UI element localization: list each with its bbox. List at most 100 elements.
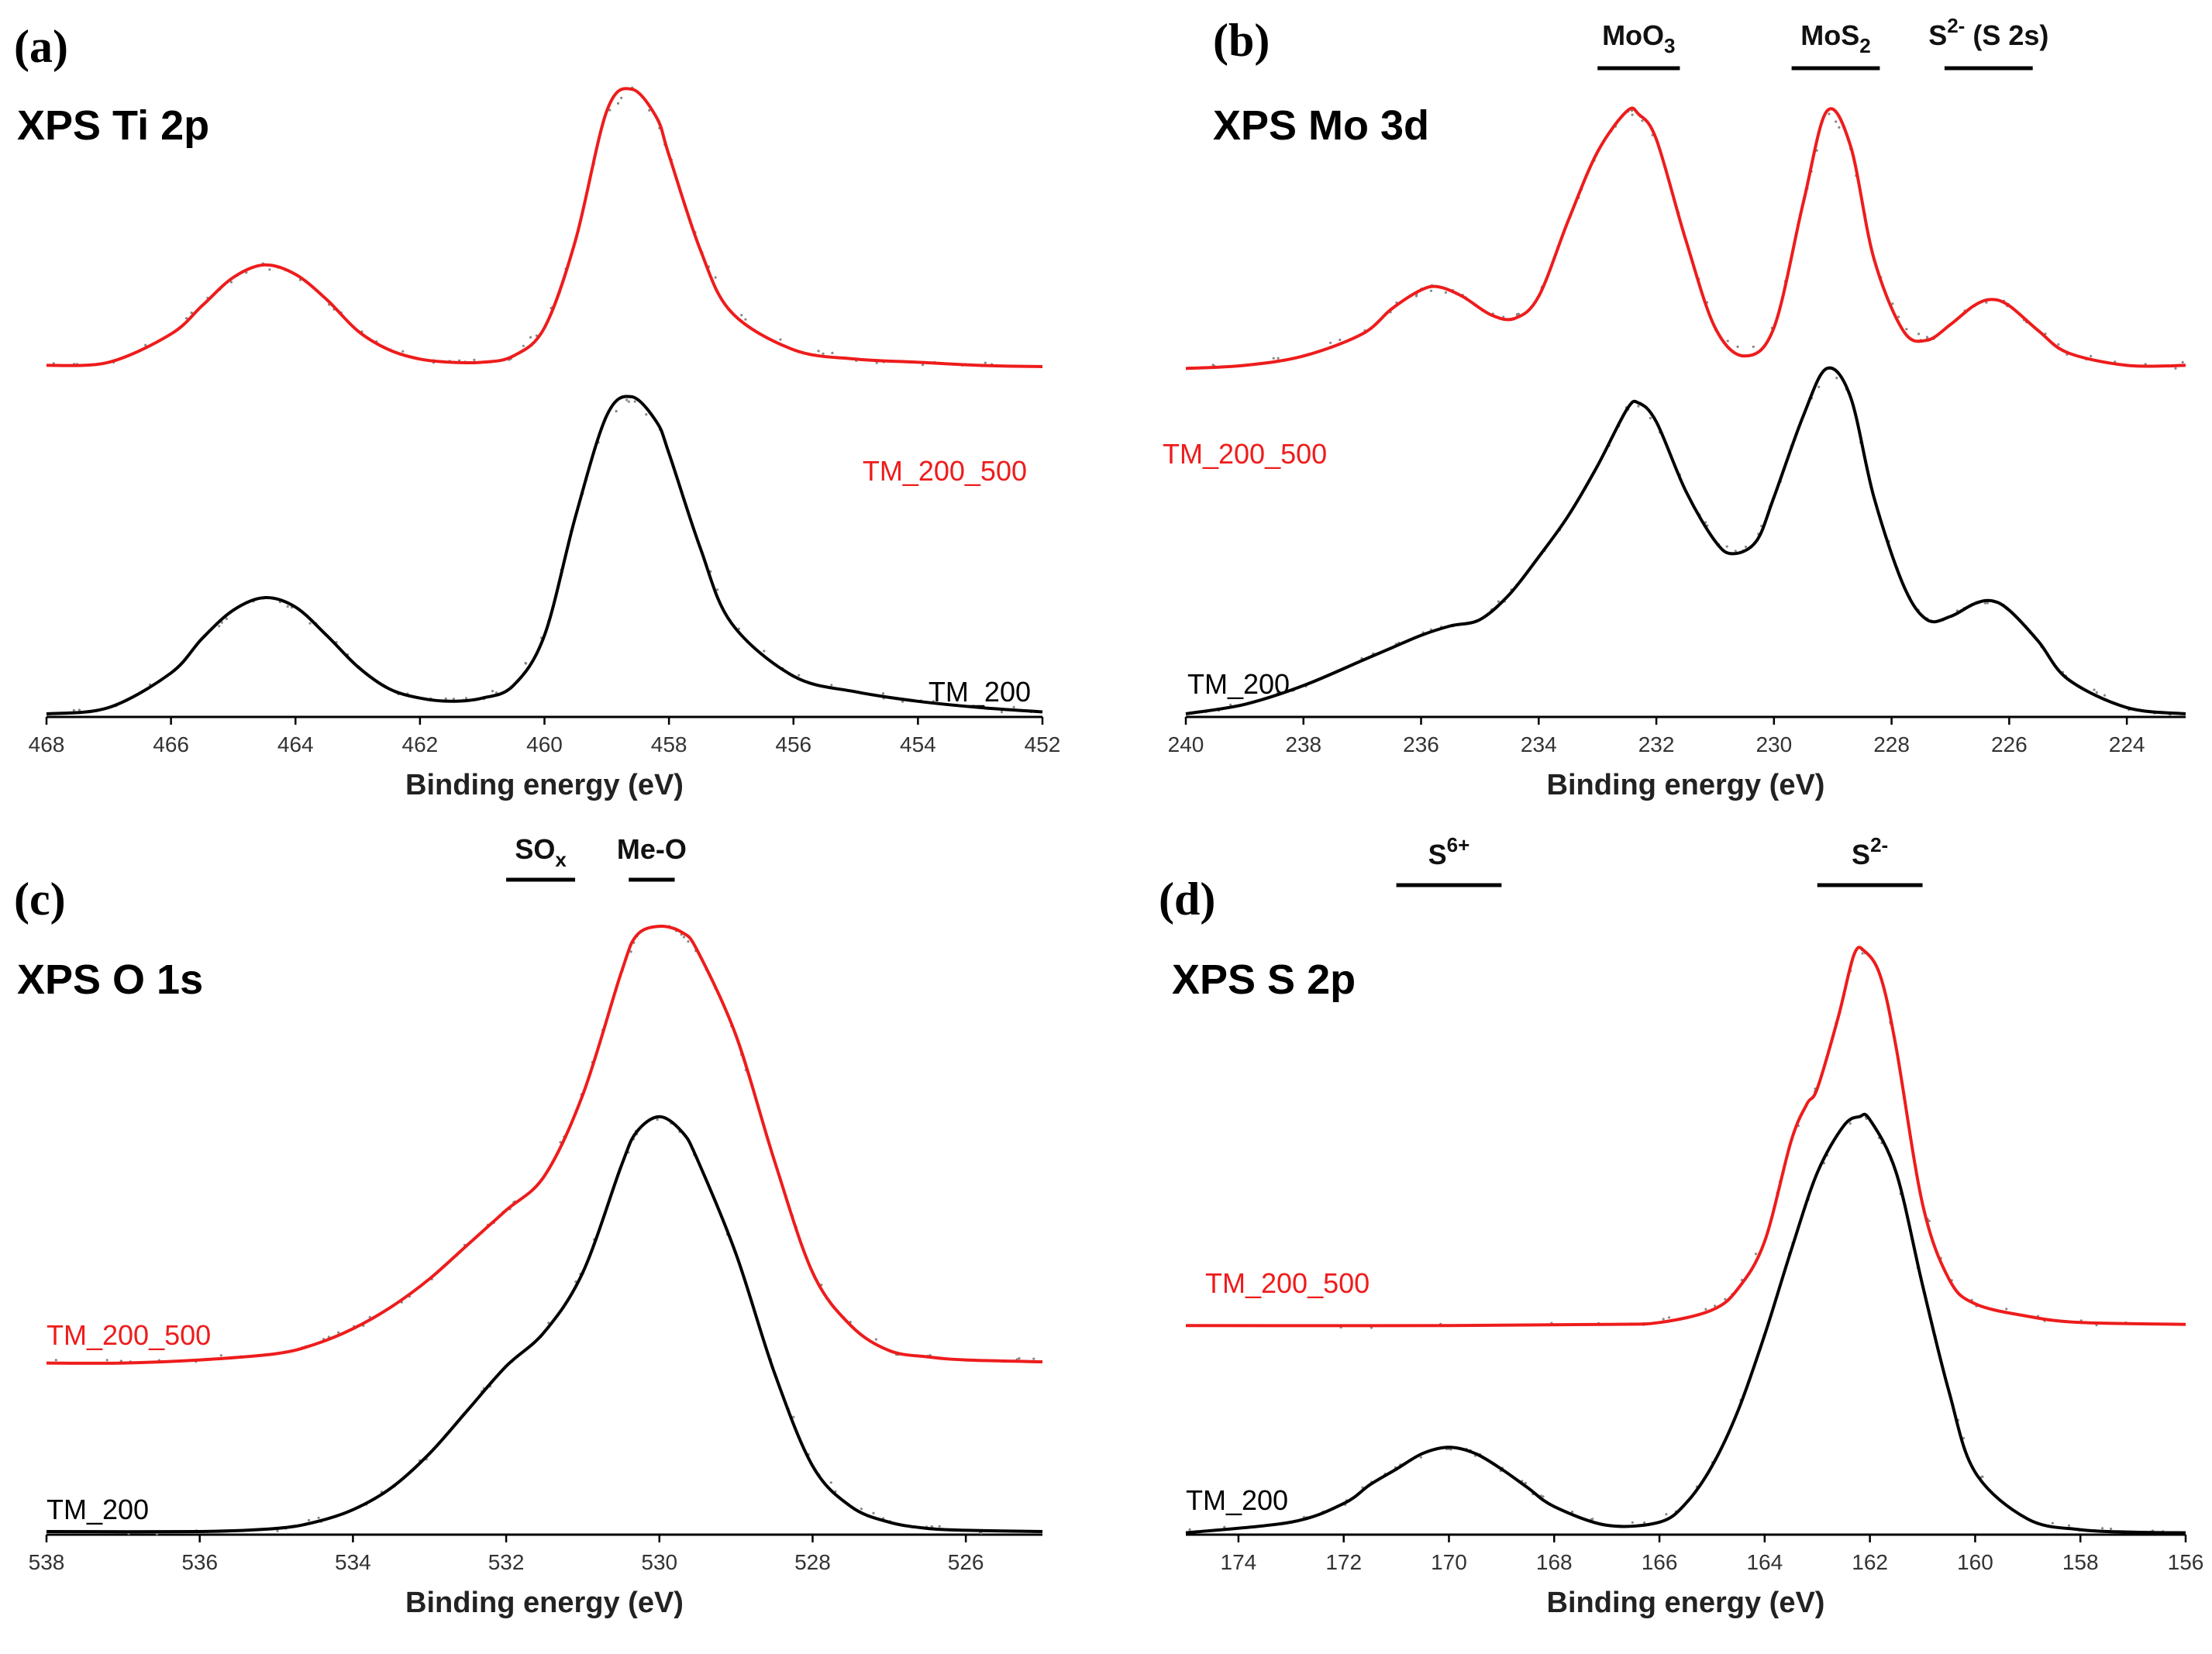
raw-data-point [1419, 1456, 1422, 1459]
annotation-label: MoO3 [1602, 19, 1675, 57]
x-tick-label: 162 [1852, 1550, 1888, 1574]
raw-data-point [219, 1354, 222, 1357]
raw-data-point [1637, 405, 1640, 408]
x-tick-label: 158 [2062, 1550, 2099, 1574]
raw-data-point [1571, 1510, 1574, 1514]
raw-data-point [830, 684, 833, 687]
x-axis-label: Binding energy (eV) [405, 1587, 684, 1619]
raw-data-point [901, 700, 904, 703]
raw-data-point [317, 1516, 320, 1519]
panel-title: XPS O 1s [17, 956, 203, 1003]
x-tick-label: 454 [900, 732, 936, 756]
raw-data-point [822, 352, 825, 355]
raw-data-point [1905, 328, 1908, 331]
panel-a: (a) XPS Ti 2p 468 466 464 462 460 458 456 454 452 B… [14, 21, 1060, 801]
raw-data-point [337, 1331, 340, 1334]
raw-data-point [645, 413, 648, 416]
raw-data-point [1591, 1518, 1594, 1521]
raw-data-point [1734, 550, 1737, 553]
raw-data-point [716, 588, 719, 591]
raw-data-point [1704, 1308, 1707, 1311]
x-tick-label: 160 [1957, 1550, 1993, 1574]
panel-letter: (c) [14, 874, 66, 925]
raw-data-point [1329, 341, 1332, 344]
raw-data-point [1725, 545, 1728, 548]
raw-data-point [529, 336, 532, 339]
fit-line-TM_200 [1185, 366, 2186, 715]
x-tick-label: 452 [1025, 732, 1061, 756]
x-tick-label: 156 [2168, 1550, 2204, 1574]
series-label: TM_200 [47, 1494, 149, 1525]
panel-d: (d) XPS S 2p 174 172 170 168 166 164 162 160 158 15… [1159, 833, 2203, 1619]
raw-data-point [1444, 291, 1447, 294]
raw-data-point [616, 102, 620, 105]
x-tick-label: 536 [181, 1550, 218, 1574]
raw-data-point [1229, 703, 1232, 707]
raw-data-point [1817, 385, 1821, 388]
raw-data-point [2101, 1527, 2104, 1530]
x-axis-label: Binding energy (eV) [405, 769, 684, 801]
raw-data-point [1983, 601, 1986, 605]
raw-data-point [860, 1508, 863, 1511]
raw-data-point [1517, 312, 1520, 315]
raw-data-point [2110, 1527, 2113, 1531]
raw-data-point [1032, 1357, 1035, 1360]
raw-data-point [980, 1532, 983, 1535]
raw-data-point [1891, 302, 1894, 305]
raw-data-point [276, 1529, 279, 1532]
raw-data-point [1744, 545, 1748, 549]
raw-data-point [1188, 1528, 1191, 1531]
raw-data-point [1272, 357, 1275, 360]
raw-data-point [218, 625, 221, 628]
peak-annotation: Me-O [617, 833, 687, 882]
raw-data-point [78, 708, 81, 712]
raw-data-point [1838, 126, 1841, 129]
raw-data-point [798, 674, 801, 677]
raw-data-point [2005, 1308, 2008, 1311]
raw-data-point [1752, 345, 1755, 348]
fit-line-TM_200 [46, 395, 1043, 715]
x-tick-label: 164 [1746, 1550, 1783, 1574]
raw-data-point [547, 1321, 550, 1325]
raw-data-point [105, 1359, 109, 1362]
raw-data-point [627, 400, 630, 403]
raw-data-point [307, 1518, 311, 1521]
x-axis-label: Binding energy (eV) [1547, 769, 1825, 801]
raw-data-point [2093, 688, 2096, 691]
raw-data-point [1754, 1253, 1758, 1256]
series-label: TM_200 [1186, 1484, 1288, 1516]
x-tick-label: 172 [1325, 1550, 1362, 1574]
raw-data-point [522, 344, 525, 347]
fit-line-TM_200 [46, 1115, 1043, 1534]
panel-title: XPS S 2p [1172, 956, 1356, 1003]
raw-data-point [633, 400, 636, 403]
raw-data-point [874, 1338, 877, 1341]
x-tick-label: 174 [1221, 1550, 1257, 1574]
panel-letter: (d) [1159, 874, 1215, 925]
x-tick-label: 240 [1168, 732, 1204, 756]
raw-data-point [1631, 1521, 1634, 1524]
raw-data-point [625, 398, 629, 401]
raw-data-point [1917, 333, 1921, 336]
raw-data-point [872, 1511, 875, 1514]
raw-data-point [185, 317, 188, 320]
series-TM_200: TM_200 [1185, 366, 2186, 716]
raw-data-point [1928, 1219, 1931, 1222]
raw-data-point [1897, 315, 1900, 319]
raw-data-point [687, 940, 690, 943]
annotation-label: S2- [1852, 833, 1888, 870]
raw-data-point [229, 281, 233, 284]
raw-data-point [308, 622, 312, 625]
raw-data-point [656, 1118, 659, 1122]
x-tick-label: 460 [526, 732, 563, 756]
fit-line-TM_200_500 [46, 87, 1043, 368]
raw-data-point [2181, 360, 2184, 364]
raw-data-point [225, 617, 228, 621]
x-tick-label: 234 [1521, 732, 1557, 756]
x-tick-label: 468 [29, 732, 65, 756]
raw-data-point [984, 361, 987, 364]
raw-data-point [156, 1532, 159, 1535]
x-tick-label: 236 [1403, 732, 1439, 756]
panel-c: (c) XPS O 1s 538 536 534 532 530 528 526 Binding … [14, 833, 1043, 1619]
raw-data-point [682, 936, 686, 939]
